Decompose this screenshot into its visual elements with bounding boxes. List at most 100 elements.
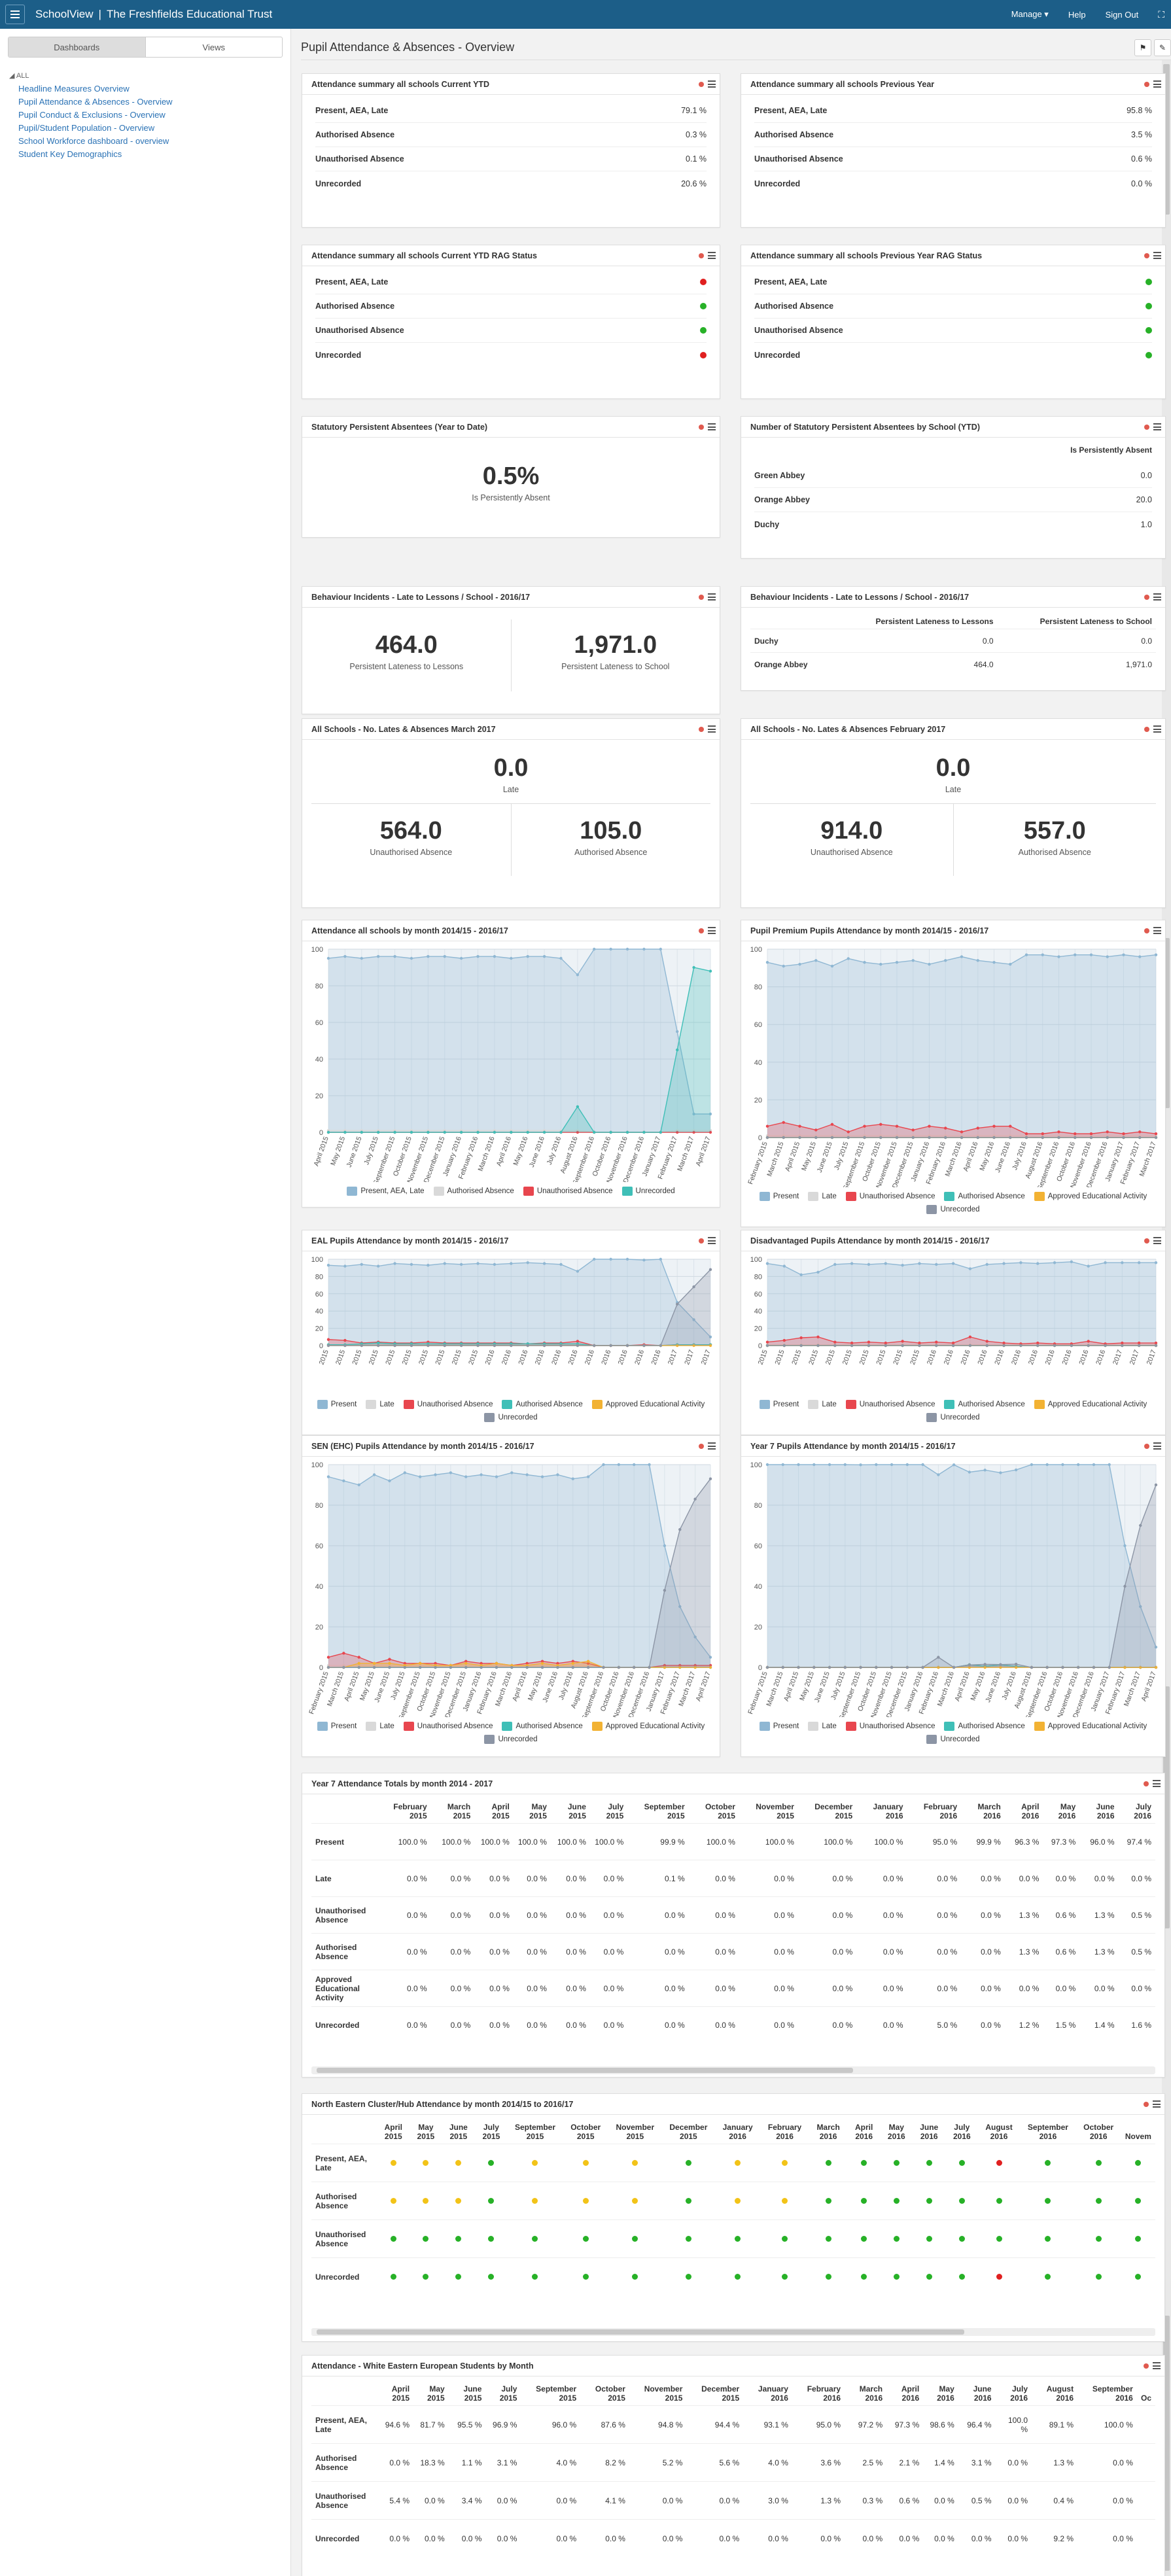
data-point[interactable] [326,1130,330,1134]
nav-manage[interactable]: Manage ▾ [1011,9,1049,19]
bookmark-button[interactable]: ⚑ [1134,39,1151,56]
data-point[interactable] [326,1344,330,1348]
data-point[interactable] [609,1344,612,1348]
data-point[interactable] [879,962,883,966]
data-point[interactable] [1061,1665,1064,1669]
remove-icon[interactable] [1144,1444,1149,1449]
data-point[interactable] [1041,953,1044,956]
data-point[interactable] [1137,1261,1141,1264]
data-point[interactable] [676,1302,679,1306]
data-point[interactable] [464,1663,468,1667]
remove-icon[interactable] [1144,425,1149,430]
data-point[interactable] [542,1344,546,1348]
data-point[interactable] [602,1463,605,1467]
data-point[interactable] [708,1130,712,1134]
data-point[interactable] [1139,1523,1142,1527]
data-point[interactable] [393,1344,396,1348]
remove-icon[interactable] [699,425,704,430]
data-point[interactable] [781,1665,784,1669]
data-point[interactable] [571,1662,574,1665]
data-point[interactable] [676,1344,679,1348]
data-point[interactable] [410,1130,413,1134]
data-point[interactable] [693,1635,697,1639]
data-point[interactable] [360,1262,363,1266]
data-point[interactable] [625,1257,629,1261]
data-point[interactable] [343,1264,347,1268]
list-icon[interactable] [1153,2362,1161,2369]
data-point[interactable] [1138,1136,1142,1140]
data-point[interactable] [708,1656,712,1659]
list-icon[interactable] [1153,1237,1161,1244]
data-point[interactable] [1089,1136,1093,1140]
data-point[interactable] [905,1463,909,1467]
data-point[interactable] [816,1270,820,1274]
data-point[interactable] [476,1344,480,1348]
data-point[interactable] [1019,1344,1022,1348]
data-point[interactable] [625,1130,629,1134]
data-point[interactable] [1057,1130,1060,1134]
data-point[interactable] [663,1663,667,1667]
data-point[interactable] [617,1665,621,1669]
data-point[interactable] [542,955,546,958]
data-point[interactable] [968,1344,972,1348]
data-point[interactable] [992,1124,996,1128]
data-point[interactable] [1009,962,1012,966]
data-point[interactable] [1089,1132,1093,1136]
legend-item[interactable]: Late [366,1400,394,1409]
data-point[interactable] [833,1344,837,1348]
list-icon[interactable] [708,593,716,600]
data-point[interactable] [633,1463,636,1467]
data-point[interactable] [357,1665,360,1669]
data-point[interactable] [814,1136,818,1140]
data-point[interactable] [976,959,979,962]
data-point[interactable] [765,1344,769,1348]
horizontal-scrollbar[interactable] [311,2066,1155,2074]
data-point[interactable] [343,1344,347,1348]
data-point[interactable] [556,1663,559,1667]
list-icon[interactable] [1153,927,1161,934]
data-point[interactable] [540,1660,544,1663]
data-point[interactable] [342,1479,345,1482]
data-point[interactable] [901,1264,904,1267]
data-point[interactable] [609,1257,612,1261]
data-point[interactable] [464,1665,468,1669]
data-point[interactable] [951,1344,955,1348]
sidebar-link-conduct[interactable]: Pupil Conduct & Exclusions - Overview [18,110,166,120]
data-point[interactable] [357,1483,360,1487]
data-point[interactable] [798,1124,801,1128]
data-point[interactable] [816,1344,820,1348]
data-point[interactable] [443,955,446,958]
data-point[interactable] [799,1273,803,1276]
data-point[interactable] [376,1341,380,1345]
data-point[interactable] [376,955,380,958]
data-point[interactable] [937,1665,940,1669]
remove-icon[interactable] [699,1238,704,1244]
data-point[interactable] [556,1665,559,1669]
data-point[interactable] [434,1663,437,1667]
data-point[interactable] [1121,1341,1124,1345]
sidebar-link-demographics[interactable]: Student Key Demographics [18,149,122,159]
data-point[interactable] [510,1262,513,1265]
data-point[interactable] [1070,1344,1074,1348]
data-point[interactable] [847,1130,850,1134]
data-point[interactable] [1057,955,1060,958]
data-point[interactable] [1002,1262,1005,1265]
data-point[interactable] [372,1662,376,1665]
data-point[interactable] [388,1479,391,1482]
data-point[interactable] [867,1262,871,1266]
list-icon[interactable] [1153,593,1161,600]
legend-item[interactable]: Approved Educational Activity [591,1722,705,1731]
data-point[interactable] [1002,1341,1005,1345]
data-point[interactable] [427,1344,430,1348]
data-point[interactable] [1121,1344,1124,1348]
data-point[interactable] [782,1136,785,1140]
data-point[interactable] [1053,1261,1057,1264]
data-point[interactable] [586,1660,590,1663]
data-point[interactable] [901,1344,904,1348]
data-point[interactable] [326,1665,330,1669]
data-point[interactable] [798,1136,801,1140]
data-point[interactable] [576,1340,580,1343]
data-point[interactable] [816,1335,820,1338]
list-icon[interactable] [708,725,716,733]
data-point[interactable] [875,1665,878,1669]
